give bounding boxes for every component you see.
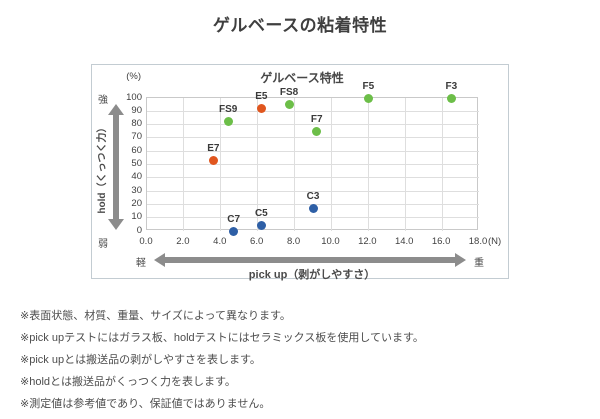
data-point-label-f5: F5 [362,80,375,92]
data-point-label-fs8: FS8 [279,87,299,99]
grid-line-horizontal [147,217,479,219]
grid-line-horizontal [147,190,479,192]
x-axis-tick-label: 12.0 [358,236,377,247]
y-axis-tick-label: 40 [131,171,142,183]
grid-line-horizontal [147,150,479,152]
footnotes: ※表面状態、材質、重量、サイズによって異なります。 ※pick upテストにはガラ… [20,305,580,415]
y-axis-weak-label: 弱 [98,239,108,250]
hold-axis-double-arrow-icon [108,104,124,230]
footnote-line: ※表面状態、材質、重量、サイズによって異なります。 [20,310,291,322]
data-point-f5 [363,93,373,103]
data-point-f7 [312,126,322,136]
x-axis-tick-label: 6.0 [250,236,264,247]
footnote-line: ※pick upテストにはガラス板、holdテストにはセラミックス板を使用してい… [20,332,424,344]
x-axis-tick-label: 10.0 [321,236,340,247]
data-point-label-c5: C5 [254,208,268,220]
footnote-line: ※pick upとは搬送品の剥がしやすさを表します。 [20,354,261,366]
pickup-axis-double-arrow-icon [154,253,466,267]
data-point-e5 [256,104,266,114]
x-axis-tick-label: 2.0 [176,236,190,247]
data-point-label-c7: C7 [227,213,241,225]
data-point-fs8 [284,100,294,110]
y-axis-tick-label: 10 [131,211,142,223]
grid-line-horizontal [147,177,479,179]
x-axis-title: pick up（剥がしやすさ） [248,269,376,281]
y-axis-tick-label: 60 [131,144,142,156]
x-axis-tick-label: 16.0 [431,236,451,247]
footnote-line: ※holdとは搬送品がくっつく力を表します。 [20,376,236,388]
footnote-line: ※測定値は参考値であり、保証値ではありません。 [20,398,271,410]
grid-line-horizontal [147,110,479,112]
y-axis-tick-label: 100 [126,91,142,103]
data-point-label-e5: E5 [255,91,268,103]
data-point-c3 [308,203,318,213]
data-point-c5 [256,221,266,231]
x-axis-tick-label: 8.0 [286,236,301,247]
y-axis-tick-label: 0 [136,224,142,236]
y-axis-strong-label: 強 [98,95,108,106]
x-axis-tick-label: 18.0 [468,236,488,247]
grid-line-horizontal [147,164,479,165]
y-axis-unit-label: (%) [126,71,141,82]
data-point-label-fs9: FS9 [218,104,238,116]
data-point-label-e7: E7 [207,143,220,154]
y-axis-tick-label: 80 [131,118,142,130]
grid-line-horizontal [147,137,479,139]
grid-line-horizontal [147,124,479,126]
x-axis-tick-label: 0.0 [139,236,153,247]
x-axis-tick-label: 4.0 [213,236,227,247]
y-axis-tick-label: 90 [131,104,142,116]
page-title: ゲルベースの粘着特性 [212,16,388,35]
data-point-e7 [208,156,218,165]
data-point-fs9 [223,117,233,127]
data-point-label-c3: C3 [306,190,320,202]
x-axis-heavy-label: 重 [474,258,484,269]
y-axis-tick-label: 70 [131,131,142,143]
x-axis-light-label: 軽 [136,258,146,269]
data-point-label-f7: F7 [310,113,323,125]
x-axis-unit-label: (N) [488,236,502,247]
y-axis-tick-label: 50 [131,158,142,169]
y-axis-tick-label: 20 [131,197,142,209]
y-axis-tick-label: 30 [131,184,142,196]
chart-panel: ゲルベース特性 (%) 強 弱 hold（くっつく力） E7 E5 FS9 FS8 F7… [91,64,509,281]
data-point-f3 [446,93,456,103]
chart-title: ゲルベース特性 [260,71,344,85]
x-axis-tick-label: 14.0 [394,236,414,247]
data-point-c7 [229,226,239,236]
data-point-label-f3: F3 [445,80,458,92]
plot-area: E7 E5 FS9 FS8 F7 F5 F3 C7 C5 C3 [146,81,479,236]
y-axis-title: hold（くっつく力） [97,122,108,214]
